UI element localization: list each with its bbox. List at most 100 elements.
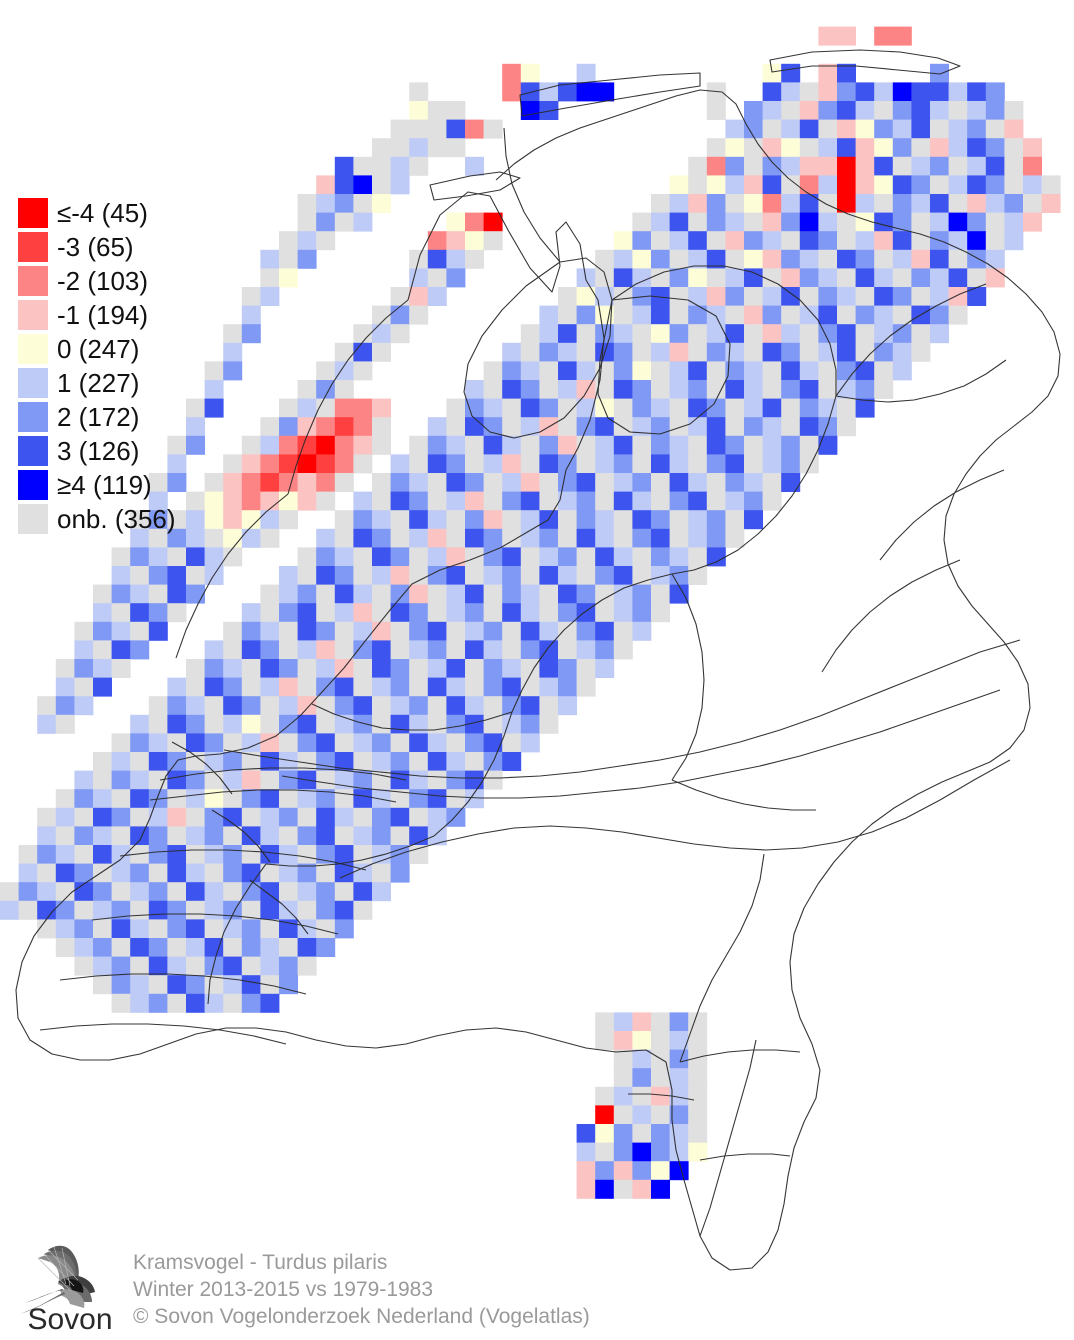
map-grid-cell[interactable] (613, 1086, 633, 1106)
map-grid-cell[interactable] (279, 435, 298, 455)
map-grid-cell[interactable] (186, 677, 205, 697)
map-grid-cell[interactable] (892, 249, 912, 269)
map-grid-cell[interactable] (130, 621, 150, 641)
map-grid-cell[interactable] (353, 435, 373, 455)
map-grid-cell[interactable] (297, 398, 317, 418)
map-grid-cell[interactable] (279, 770, 298, 790)
map-grid-cell[interactable] (892, 156, 912, 176)
map-grid-cell[interactable] (74, 938, 94, 957)
map-grid-cell[interactable] (688, 473, 708, 492)
map-grid-cell[interactable] (297, 845, 317, 864)
map-grid-cell[interactable] (241, 510, 261, 530)
map-grid-cell[interactable] (427, 417, 447, 437)
map-grid-cell[interactable] (762, 231, 782, 251)
map-grid-cell[interactable] (651, 287, 670, 306)
map-grid-cell[interactable] (725, 510, 745, 530)
map-grid-cell[interactable] (297, 938, 317, 957)
map-grid-cell[interactable] (297, 696, 317, 716)
map-grid-cell[interactable] (353, 826, 373, 846)
map-grid-cell[interactable] (651, 305, 670, 325)
map-grid-cell[interactable] (186, 510, 205, 530)
map-grid-cell[interactable] (706, 305, 726, 325)
map-grid-cell[interactable] (148, 993, 168, 1013)
map-grid-cell[interactable] (539, 101, 559, 120)
map-grid-cell[interactable] (855, 342, 875, 362)
map-grid-cell[interactable] (111, 826, 131, 846)
map-grid-cell[interactable] (706, 231, 726, 251)
map-grid-cell[interactable] (148, 510, 168, 530)
map-grid-cell[interactable] (558, 696, 577, 716)
map-grid-cell[interactable] (595, 584, 615, 604)
map-grid-cell[interactable] (576, 584, 596, 604)
map-grid-cell[interactable] (967, 287, 987, 306)
map-grid-cell[interactable] (316, 454, 336, 474)
map-grid-cell[interactable] (613, 268, 633, 288)
map-grid-cell[interactable] (799, 231, 819, 251)
map-grid-cell[interactable] (502, 640, 522, 660)
map-grid-cell[interactable] (632, 268, 652, 288)
map-grid-cell[interactable] (539, 621, 559, 641)
map-grid-cell[interactable] (316, 212, 336, 232)
map-grid-cell[interactable] (260, 621, 280, 641)
map-grid-cell[interactable] (334, 919, 354, 939)
map-grid-cell[interactable] (799, 342, 819, 362)
map-grid-cell[interactable] (167, 789, 187, 809)
map-grid-cell[interactable] (334, 361, 354, 381)
map-grid-cell[interactable] (744, 305, 763, 325)
map-grid-cell[interactable] (297, 473, 317, 492)
map-grid-cell[interactable] (372, 677, 391, 697)
map-grid-cell[interactable] (874, 101, 894, 120)
map-grid-cell[interactable] (93, 752, 112, 771)
map-grid-cell[interactable] (55, 900, 75, 920)
map-grid-cell[interactable] (223, 640, 243, 660)
map-grid-cell[interactable] (353, 677, 373, 697)
map-grid-cell[interactable] (204, 547, 224, 567)
map-grid-cell[interactable] (334, 398, 354, 418)
map-grid-cell[interactable] (241, 621, 261, 641)
map-grid-cell[interactable] (260, 249, 280, 269)
map-grid-cell[interactable] (446, 268, 466, 288)
map-grid-cell[interactable] (204, 770, 224, 790)
map-grid-cell[interactable] (632, 454, 652, 474)
map-grid-cell[interactable] (148, 900, 168, 920)
map-grid-cell[interactable] (1004, 194, 1024, 213)
map-grid-cell[interactable] (781, 435, 801, 455)
map-grid-cell[interactable] (297, 435, 317, 455)
map-grid-cell[interactable] (576, 324, 596, 344)
map-grid-cell[interactable] (130, 845, 150, 864)
map-grid-cell[interactable] (316, 621, 336, 641)
map-grid-cell[interactable] (576, 305, 596, 325)
map-grid-cell[interactable] (372, 770, 391, 790)
map-grid-cell[interactable] (725, 138, 745, 158)
map-grid-cell[interactable] (911, 249, 931, 269)
map-grid-cell[interactable] (186, 882, 205, 902)
map-grid-cell[interactable] (632, 473, 652, 492)
map-grid-cell[interactable] (334, 175, 354, 195)
map-grid-cell[interactable] (744, 287, 763, 306)
map-grid-cell[interactable] (502, 82, 522, 102)
map-grid-cell[interactable] (465, 584, 484, 604)
map-grid-cell[interactable] (260, 287, 280, 306)
map-grid-cell[interactable] (130, 640, 150, 660)
map-grid-cell[interactable] (372, 807, 391, 827)
map-grid-cell[interactable] (985, 101, 1005, 120)
map-grid-cell[interactable] (148, 956, 168, 976)
map-grid-cell[interactable] (669, 268, 689, 288)
map-grid-cell[interactable] (762, 380, 782, 399)
map-grid-cell[interactable] (706, 212, 726, 232)
map-grid-cell[interactable] (446, 659, 466, 678)
map-grid-cell[interactable] (855, 361, 875, 381)
map-grid-cell[interactable] (725, 380, 745, 399)
map-grid-cell[interactable] (353, 212, 373, 232)
map-grid-cell[interactable] (837, 287, 856, 306)
map-grid-cell[interactable] (613, 1179, 633, 1199)
map-grid-cell[interactable] (539, 640, 559, 660)
map-grid-cell[interactable] (669, 287, 689, 306)
map-grid-cell[interactable] (781, 454, 801, 474)
map-grid-cell[interactable] (148, 696, 168, 716)
map-grid-cell[interactable] (446, 621, 466, 641)
map-grid-cell[interactable] (595, 547, 615, 567)
map-grid-cell[interactable] (1023, 156, 1042, 176)
map-grid-cell[interactable] (111, 919, 131, 939)
map-grid-cell[interactable] (520, 435, 540, 455)
